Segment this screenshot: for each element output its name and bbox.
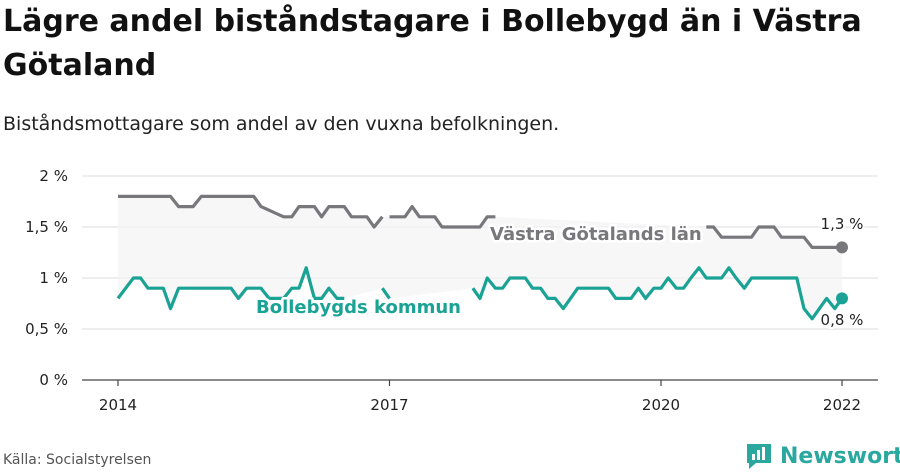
newsworthy-logo-icon bbox=[747, 444, 771, 469]
series-name-label: Västra Götalands län bbox=[490, 224, 702, 245]
y-tick-label: 1,5 % bbox=[25, 218, 68, 236]
y-tick-label: 0,5 % bbox=[25, 320, 68, 338]
chart-subtitle: Biståndsmottagare som andel av den vuxna… bbox=[3, 113, 560, 135]
series-end-point bbox=[836, 292, 848, 305]
series-line-bollebygd bbox=[471, 266, 844, 321]
series-line-bollebygd bbox=[380, 287, 391, 300]
x-tick-label: 2022 bbox=[823, 396, 861, 414]
y-tick-label: 0 % bbox=[39, 371, 68, 389]
range-band bbox=[118, 196, 842, 319]
series-line-vastra-gotaland bbox=[706, 225, 842, 249]
series-line-vastra-gotaland bbox=[389, 205, 496, 229]
series-end-point bbox=[836, 241, 848, 254]
brand[interactable]: Newsworthy bbox=[744, 440, 900, 472]
series-lines bbox=[116, 194, 848, 321]
x-tick-label: 2017 bbox=[370, 396, 408, 414]
source-note: Källa: Socialstyrelsen bbox=[3, 452, 152, 468]
y-tick-label: 2 % bbox=[39, 167, 68, 185]
end-value-label: 0,8 % bbox=[821, 311, 864, 329]
series-line-vastra-gotaland bbox=[118, 194, 384, 229]
y-tick-label: 1 % bbox=[39, 269, 68, 287]
brand-name: Newsworthy bbox=[780, 443, 900, 469]
chart-title: Lägre andel biståndstagare i Bollebygd ä… bbox=[3, 4, 862, 83]
x-tick-label: 2014 bbox=[99, 396, 137, 414]
series-name-label: Bollebygds kommun bbox=[256, 297, 461, 318]
end-value-label: 1,3 % bbox=[821, 215, 864, 233]
series-line-bollebygd bbox=[116, 266, 345, 311]
range-band-area bbox=[118, 196, 842, 319]
chart-labels: Västra Götalands län Bollebygds kommun 1,3… bbox=[254, 213, 866, 331]
x-tick-label: 2020 bbox=[642, 396, 680, 414]
